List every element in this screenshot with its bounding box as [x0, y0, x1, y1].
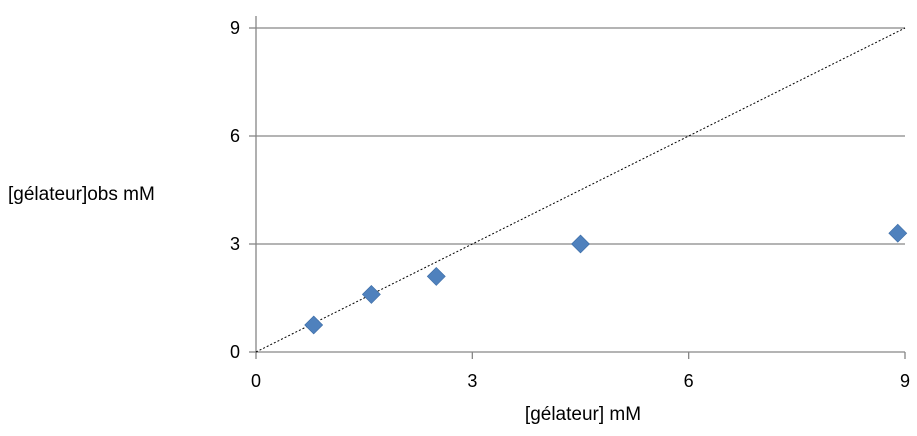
y-tick-label-3: 3	[230, 234, 240, 254]
data-point-1	[304, 315, 324, 335]
y-tick-label-0: 0	[230, 342, 240, 362]
x-tick-label-6: 6	[684, 371, 694, 391]
x-tick-label-3: 3	[467, 371, 477, 391]
y-tick-label-6: 6	[230, 126, 240, 146]
y-axis-label: [gélateur]obs mM	[8, 184, 155, 205]
x-axis-label: [gélateur] mM	[525, 404, 641, 425]
gridlines	[256, 27, 905, 245]
data-point-5	[888, 223, 908, 243]
x-tick-label-0: 0	[251, 371, 261, 391]
data-point-4	[571, 234, 590, 254]
data-point-2	[361, 284, 381, 304]
data-point-3	[426, 266, 446, 286]
data-points	[304, 223, 908, 335]
x-tick-label-9: 9	[900, 371, 910, 391]
reference-line-group	[255, 27, 906, 353]
axes	[249, 16, 906, 359]
tick-labels: 0 3 6 9 0 3 6 9	[230, 18, 910, 391]
reference-line	[255, 27, 906, 353]
y-tick-label-9: 9	[230, 18, 240, 38]
